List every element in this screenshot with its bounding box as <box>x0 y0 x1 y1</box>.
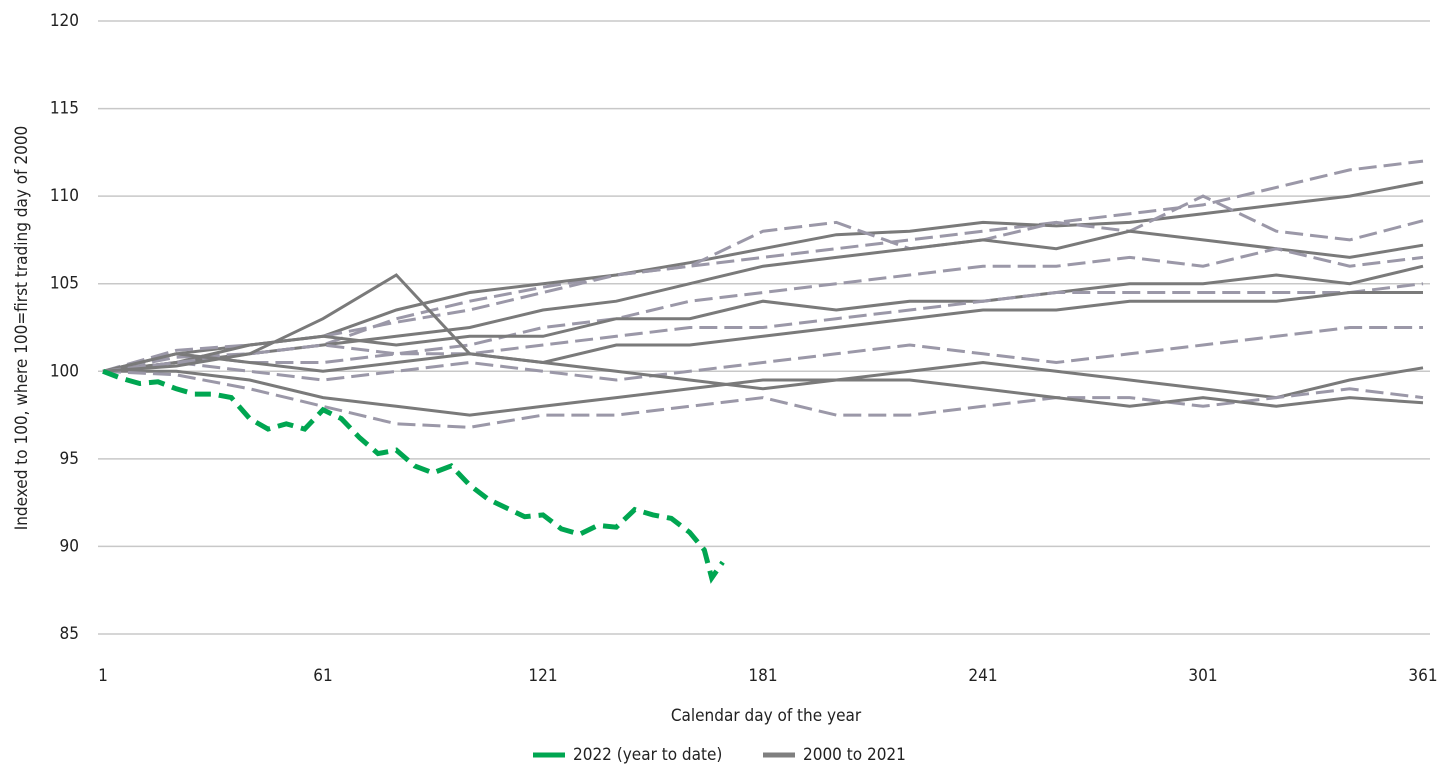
y-tick-label: 110 <box>50 186 79 206</box>
series-line <box>102 229 1424 373</box>
series-line <box>102 273 1424 408</box>
series-line <box>103 360 1424 417</box>
series-line <box>102 369 1424 429</box>
x-axis-title: Calendar day of the year <box>671 706 862 726</box>
y-axis-title: Indexed to 100, where 100=first trading … <box>12 126 32 531</box>
legend-label: 2000 to 2021 <box>803 745 906 765</box>
series-line <box>102 291 1423 373</box>
y-tick-label: 95 <box>60 449 79 469</box>
series-line <box>102 159 1424 373</box>
x-tick-label: 1 <box>98 666 108 686</box>
x-tick-label: 301 <box>1188 666 1217 686</box>
y-tick-label: 120 <box>50 11 79 31</box>
x-tick-label: 61 <box>313 666 332 686</box>
series-line <box>102 194 1424 373</box>
y-tick-label: 100 <box>50 361 79 381</box>
series-line <box>102 368 725 584</box>
legend-label: 2022 (year to date) <box>573 745 722 765</box>
series-line <box>102 264 1424 373</box>
y-tick-label: 85 <box>60 624 79 644</box>
x-tick-label: 241 <box>968 666 997 686</box>
x-tick-label: 121 <box>528 666 557 686</box>
series-line <box>102 326 1423 382</box>
x-tick-label: 361 <box>1408 666 1437 686</box>
x-tick-label: 181 <box>748 666 777 686</box>
y-tick-label: 105 <box>50 274 79 294</box>
series-line <box>102 282 1424 373</box>
y-tick-label: 115 <box>50 99 79 119</box>
y-tick-label: 90 <box>60 536 79 556</box>
series-line <box>102 247 1424 373</box>
